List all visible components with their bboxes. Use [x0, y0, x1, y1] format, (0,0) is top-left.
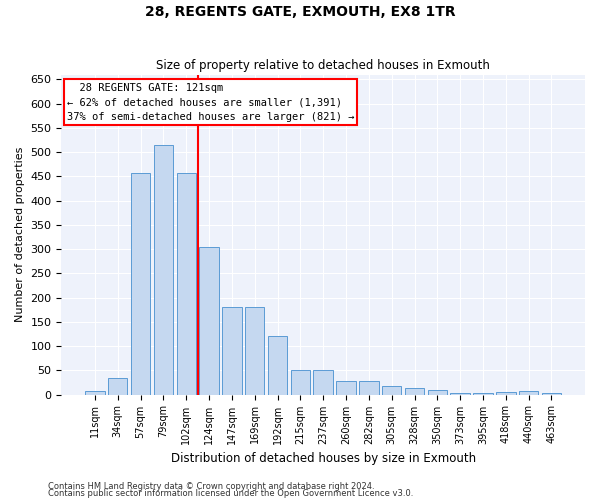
Bar — [313, 370, 333, 394]
Bar — [337, 382, 356, 394]
Title: Size of property relative to detached houses in Exmouth: Size of property relative to detached ho… — [156, 59, 490, 72]
Bar — [519, 391, 538, 394]
Bar — [108, 378, 127, 394]
Bar — [154, 145, 173, 394]
Text: 28 REGENTS GATE: 121sqm
← 62% of detached houses are smaller (1,391)
37% of semi: 28 REGENTS GATE: 121sqm ← 62% of detache… — [67, 82, 354, 122]
Bar — [428, 390, 447, 394]
Bar — [473, 392, 493, 394]
X-axis label: Distribution of detached houses by size in Exmouth: Distribution of detached houses by size … — [170, 452, 476, 465]
Bar — [359, 382, 379, 394]
Bar — [222, 308, 242, 394]
Bar — [496, 392, 515, 394]
Bar — [382, 386, 401, 394]
Text: 28, REGENTS GATE, EXMOUTH, EX8 1TR: 28, REGENTS GATE, EXMOUTH, EX8 1TR — [145, 5, 455, 19]
Y-axis label: Number of detached properties: Number of detached properties — [15, 147, 25, 322]
Bar — [268, 336, 287, 394]
Bar — [542, 392, 561, 394]
Bar — [290, 370, 310, 394]
Text: Contains public sector information licensed under the Open Government Licence v3: Contains public sector information licen… — [48, 489, 413, 498]
Bar — [245, 308, 265, 394]
Bar — [85, 391, 104, 394]
Bar — [131, 173, 150, 394]
Bar — [176, 173, 196, 394]
Bar — [405, 388, 424, 394]
Bar — [199, 246, 219, 394]
Bar — [451, 392, 470, 394]
Text: Contains HM Land Registry data © Crown copyright and database right 2024.: Contains HM Land Registry data © Crown c… — [48, 482, 374, 491]
